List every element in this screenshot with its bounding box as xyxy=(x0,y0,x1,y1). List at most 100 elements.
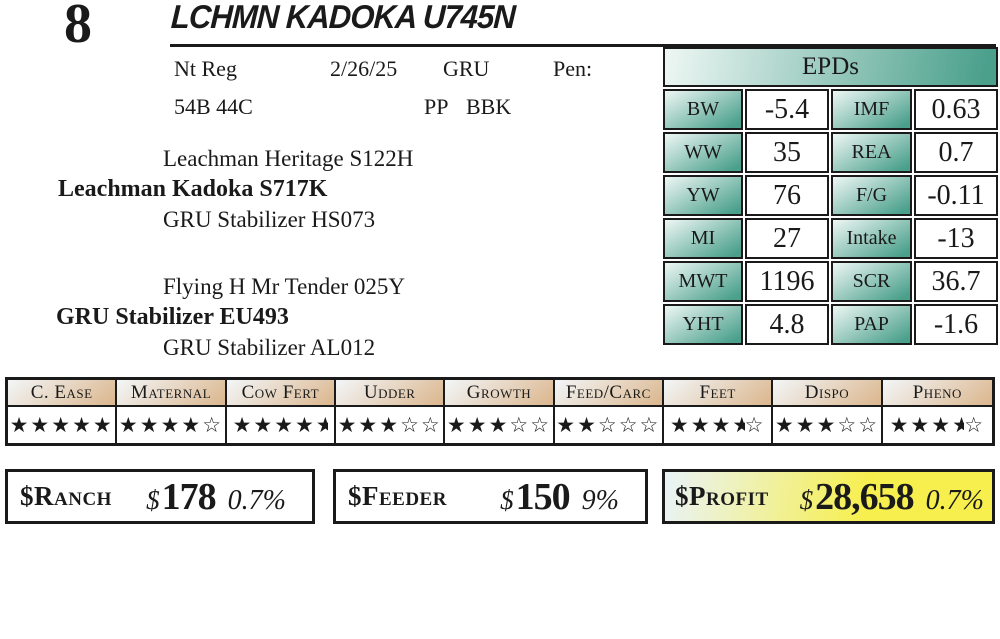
rating-stars-cow-fert: ★★★★ ★ xyxy=(227,407,336,443)
tattoo-ids: 54B 44C xyxy=(174,94,253,119)
epd-label-cell: YW xyxy=(663,175,743,216)
rating-stars-pheno: ★★★ ★ ☆ xyxy=(883,407,992,443)
profit-index-percentile: 0.7% xyxy=(925,484,984,516)
pen-label: Pen: xyxy=(553,56,593,81)
profit-index-box: $Profit $ 28,658 0.7% xyxy=(662,469,995,524)
epd-label-cell: REA xyxy=(831,132,912,173)
sire-name: Leachman Kadoka S717K xyxy=(58,176,328,202)
dam-dam-name: GRU Stabilizer AL012 xyxy=(163,335,376,360)
half-star-icon: ★ xyxy=(732,413,745,437)
epd-label-cell: YHT xyxy=(663,304,743,345)
filled-star-icon: ★★★★★ xyxy=(9,413,114,437)
rating-stars-c-ease: ★★★★★ xyxy=(8,407,118,443)
rating-stars-growth: ★★★ ☆☆ xyxy=(445,407,555,443)
rating-header-feed-carc: Feed/Carc xyxy=(554,380,664,407)
star-ratings-table: C. Ease Maternal Cow Fert Udder Growth Feed/C… xyxy=(5,377,995,446)
profit-index-label: $Profit xyxy=(675,481,769,511)
epd-value-cell: 36.7 xyxy=(914,261,998,302)
rating-stars-feed-carc: ★★ ☆☆☆ xyxy=(555,407,664,443)
currency-sign: $ xyxy=(146,484,160,515)
rating-header-cow-fert: Cow Fert xyxy=(226,380,336,407)
currency-sign: $ xyxy=(500,484,514,515)
rating-header-pheno: Pheno xyxy=(882,380,992,407)
feeder-index-label: $Feeder xyxy=(348,481,447,511)
epd-value-cell: 76 xyxy=(745,175,829,216)
color-code: BBK xyxy=(466,94,512,119)
currency-sign: $ xyxy=(799,484,814,515)
feeder-index-value: 150 xyxy=(515,475,571,518)
epd-label-cell: MWT xyxy=(663,261,743,302)
feeder-index-value-group: $ 150 9% xyxy=(500,475,619,519)
dam-name: GRU Stabilizer EU493 xyxy=(56,304,289,330)
epd-value-cell: 4.8 xyxy=(745,304,829,345)
filled-star-icon: ★★★★ xyxy=(232,413,316,437)
epd-value-cell: 35 xyxy=(745,132,829,173)
rating-stars-dispo: ★★★ ☆☆ xyxy=(773,407,883,443)
rating-stars-maternal: ★★★★ ☆ xyxy=(117,407,227,443)
rating-header-maternal: Maternal xyxy=(117,380,227,407)
epd-value-cell: -1.6 xyxy=(914,304,998,345)
animal-name-title: LCHMN KADOKA U745N xyxy=(170,0,516,35)
half-star-icon: ★ xyxy=(952,413,965,437)
ranch-index-percentile: 0.7% xyxy=(227,484,286,516)
registration-status: Nt Reg xyxy=(174,56,237,81)
epd-value-cell: -13 xyxy=(914,218,998,259)
empty-star-icon: ☆ xyxy=(744,413,766,437)
ranch-index-value: 178 xyxy=(161,475,217,518)
epd-table-header: EPDs xyxy=(663,47,998,87)
epd-grid: BW -5.4 IMF 0.63 WW 35 REA 0.7 YW 76 F/G -0.11 MI 27 I… xyxy=(663,89,998,345)
lot-number: 8 xyxy=(64,0,92,55)
ranch-index-label: $Ranch xyxy=(20,481,112,511)
rating-header-growth: Growth xyxy=(445,380,555,407)
herd-code: GRU xyxy=(443,56,490,81)
filled-star-icon: ★★ xyxy=(556,413,598,437)
rating-header-c-ease: C. Ease xyxy=(8,380,118,407)
empty-star-icon: ☆☆ xyxy=(509,413,552,437)
half-star-icon: ★ xyxy=(315,413,329,437)
epd-label-cell: SCR xyxy=(831,261,912,302)
profit-index-value: 28,658 xyxy=(815,475,914,518)
epd-label-cell: F/G xyxy=(831,175,912,216)
filled-star-icon: ★★★ xyxy=(774,413,838,437)
dam-sire-name: Flying H Mr Tender 025Y xyxy=(163,274,406,299)
sire-dam-name: GRU Stabilizer HS073 xyxy=(163,207,376,232)
feeder-index-percentile: 9% xyxy=(581,484,619,516)
profit-index-value-group: $ 28,658 0.7% xyxy=(800,475,984,519)
epd-label-cell: PAP xyxy=(831,304,912,345)
filled-star-icon: ★★★ xyxy=(337,413,401,437)
rating-stars-udder: ★★★ ☆☆ xyxy=(336,407,446,443)
rating-header-udder: Udder xyxy=(336,380,446,407)
epd-value-cell: -5.4 xyxy=(745,89,829,130)
birth-date: 2/26/25 xyxy=(330,56,398,81)
filled-star-icon: ★★★★ xyxy=(118,413,203,437)
epd-label-cell: Intake xyxy=(831,218,912,259)
rating-header-dispo: Dispo xyxy=(773,380,883,407)
rating-header-feet: Feet xyxy=(664,380,774,407)
sire-sire-name: Leachman Heritage S122H xyxy=(163,146,414,171)
empty-star-icon: ☆☆ xyxy=(400,413,442,437)
polled-code: PP xyxy=(424,94,449,119)
epd-value-cell: 27 xyxy=(745,218,829,259)
epd-label-cell: MI xyxy=(663,218,743,259)
title-underline xyxy=(170,44,996,47)
epd-value-cell: -0.11 xyxy=(914,175,998,216)
empty-star-icon: ☆☆☆ xyxy=(597,413,661,437)
ranch-index-value-group: $ 178 0.7% xyxy=(146,475,286,519)
empty-star-icon: ☆ xyxy=(202,413,224,437)
epd-table: EPDs BW -5.4 IMF 0.63 WW 35 REA 0.7 YW 76 F/G -0.11… xyxy=(663,47,998,345)
epd-value-cell: 0.7 xyxy=(914,132,998,173)
empty-star-icon: ☆☆ xyxy=(837,413,880,437)
filled-star-icon: ★★★ xyxy=(446,413,510,437)
epd-label-cell: WW xyxy=(663,132,743,173)
epd-value-cell: 0.63 xyxy=(914,89,998,130)
rating-stars-feet: ★★★ ★ ☆ xyxy=(664,407,774,443)
filled-star-icon: ★★★ xyxy=(669,413,733,437)
filled-star-icon: ★★★ xyxy=(889,413,953,437)
feeder-index-box: $Feeder $ 150 9% xyxy=(333,469,648,524)
epd-label-cell: BW xyxy=(663,89,743,130)
ranch-index-box: $Ranch $ 178 0.7% xyxy=(5,469,315,524)
epd-label-cell: IMF xyxy=(831,89,912,130)
epd-value-cell: 1196 xyxy=(745,261,829,302)
empty-star-icon: ☆ xyxy=(964,413,986,437)
